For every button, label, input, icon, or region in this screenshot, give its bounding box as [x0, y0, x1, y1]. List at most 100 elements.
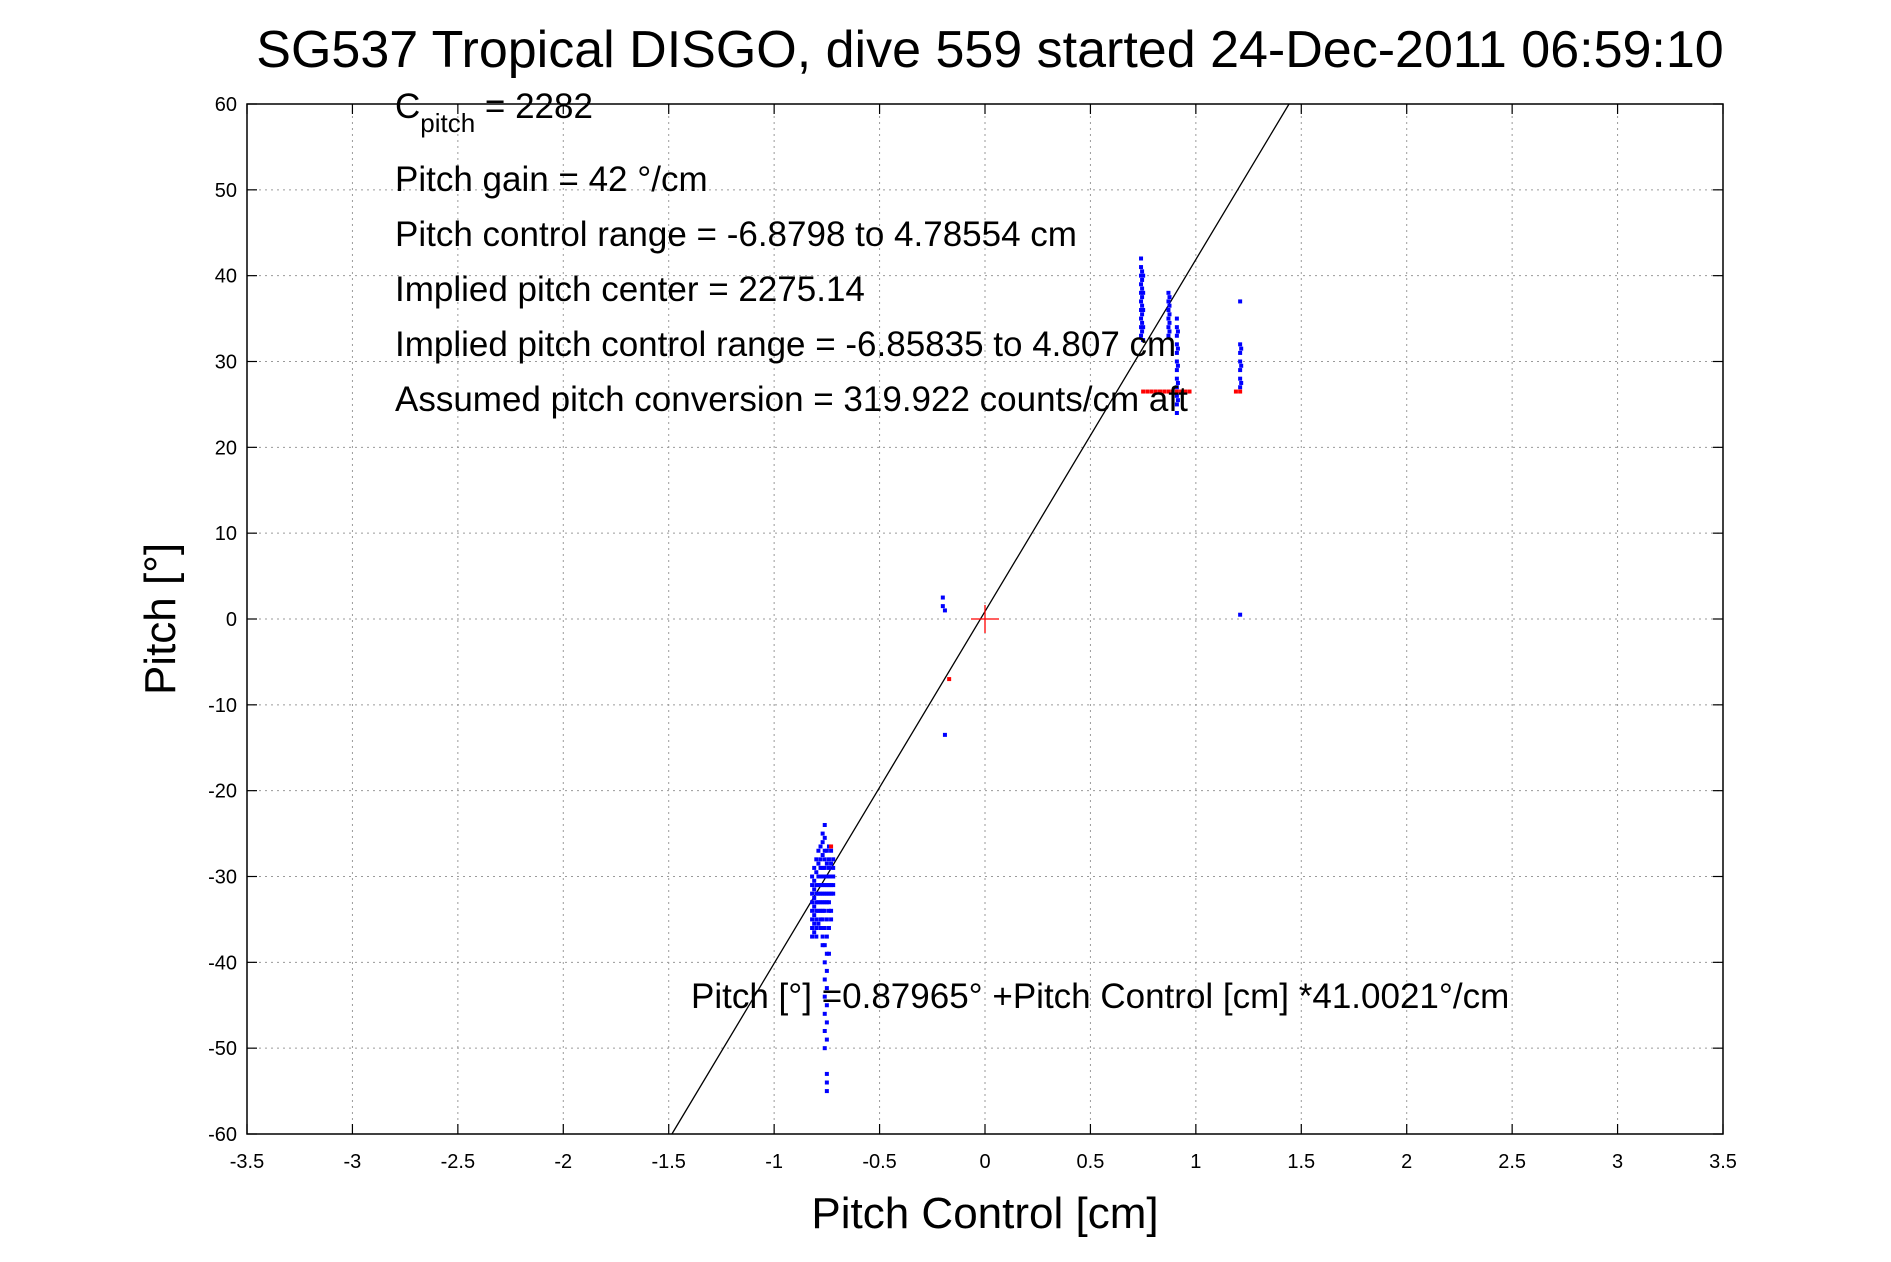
data-point — [1238, 376, 1243, 381]
data-point — [1175, 398, 1180, 403]
data-point — [1238, 385, 1243, 390]
data-point — [822, 848, 827, 853]
data-point — [822, 1011, 827, 1016]
assumed-pitch-conversion-label: Assumed pitch conversion = 319.922 count… — [395, 380, 1188, 419]
y-tick-label: 60 — [215, 94, 237, 116]
data-point — [826, 844, 831, 849]
data-point — [812, 913, 817, 918]
data-point — [820, 874, 825, 879]
data-point — [820, 853, 825, 858]
data-point — [940, 604, 945, 609]
data-point — [1139, 290, 1144, 295]
data-point — [1238, 389, 1243, 394]
data-point — [1174, 393, 1179, 398]
data-point — [826, 883, 831, 888]
x-tick-label: 3 — [1612, 1151, 1623, 1173]
implied-pitch-center-label: Implied pitch center = 2275.14 — [395, 270, 865, 309]
data-point — [1141, 290, 1146, 295]
data-point — [1175, 363, 1180, 368]
y-tick-label: 40 — [215, 266, 237, 288]
data-point — [1139, 308, 1144, 312]
data-point — [829, 848, 834, 853]
data-point — [820, 900, 825, 905]
data-point — [816, 848, 821, 853]
data-point — [810, 891, 815, 896]
data-point — [822, 874, 827, 879]
data-point — [1140, 295, 1145, 300]
data-point — [1140, 303, 1145, 308]
implied-pitch-control-range-label: Implied pitch control range = -6.85835 t… — [395, 325, 1176, 364]
data-point — [826, 865, 831, 870]
axis-ticks — [246, 103, 1724, 1135]
data-point — [822, 823, 827, 827]
data-point — [820, 891, 825, 896]
data-point — [1140, 329, 1145, 334]
data-point — [816, 861, 821, 866]
data-point — [822, 908, 827, 913]
data-point — [1167, 329, 1172, 334]
data-point — [1167, 295, 1172, 300]
y-tick-label: -10 — [208, 695, 237, 717]
data-point — [818, 857, 823, 862]
data-point — [818, 844, 823, 849]
data-point — [814, 883, 819, 888]
data-point — [831, 891, 836, 896]
data-point — [820, 917, 825, 922]
data-point — [824, 1003, 829, 1008]
data-point — [812, 930, 817, 935]
data-point — [1174, 385, 1179, 390]
data-point — [1174, 389, 1179, 394]
data-point — [829, 883, 834, 888]
data-point — [818, 865, 823, 870]
data-point — [1140, 286, 1145, 291]
data-point — [824, 917, 829, 922]
data-point — [826, 908, 831, 913]
y-tick-label: -40 — [208, 952, 237, 974]
y-tick-label: 50 — [215, 180, 237, 202]
data-point — [818, 926, 823, 930]
data-point — [826, 874, 831, 879]
data-point — [1179, 389, 1184, 394]
data-point — [1162, 389, 1167, 394]
data-point — [1174, 402, 1179, 407]
x-tick-label: -0.5 — [862, 1151, 896, 1173]
data-point — [820, 943, 825, 948]
data-point — [1140, 277, 1145, 282]
data-point — [829, 861, 834, 866]
data-point — [826, 900, 831, 905]
data-point — [816, 908, 821, 913]
data-point — [824, 934, 829, 939]
data-points — [810, 256, 1244, 1094]
data-point — [1238, 368, 1243, 373]
data-point — [816, 921, 821, 926]
data-point — [824, 848, 829, 853]
data-point — [824, 874, 829, 879]
data-point — [820, 934, 825, 939]
data-point — [822, 1029, 827, 1033]
data-point — [942, 732, 947, 737]
data-point — [822, 1046, 827, 1051]
c-pitch-subscript: pitch — [420, 108, 475, 138]
data-point — [1238, 612, 1243, 617]
pitch-gain-label: Pitch gain = 42 °/cm — [395, 160, 708, 199]
y-tick-label: 10 — [215, 523, 237, 545]
data-point — [940, 595, 945, 600]
data-point — [818, 917, 823, 922]
data-point — [824, 1080, 829, 1085]
data-point — [824, 883, 829, 888]
data-point — [1166, 389, 1171, 394]
data-point — [1139, 282, 1144, 287]
data-point — [1175, 346, 1180, 351]
data-point — [1239, 363, 1244, 368]
data-point — [816, 891, 821, 896]
data-point — [822, 977, 827, 982]
data-point — [818, 883, 823, 888]
x-tick-label: -1 — [765, 1151, 783, 1173]
chart-title: SG537 Tropical DISGO, dive 559 started 2… — [256, 21, 1723, 79]
data-point — [1239, 346, 1244, 351]
data-point — [1141, 389, 1146, 394]
data-point — [1149, 389, 1154, 394]
data-point — [1174, 325, 1179, 330]
data-point — [829, 908, 834, 913]
